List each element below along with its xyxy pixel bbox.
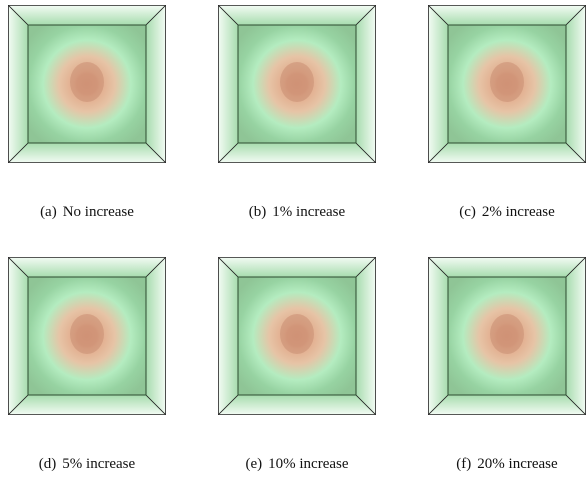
caption-label: (f) bbox=[456, 456, 471, 472]
caption-label: (c) bbox=[459, 204, 476, 220]
subfigure-caption: (e) 10% increase bbox=[197, 456, 397, 473]
subfigure-caption: (a) No increase bbox=[0, 204, 187, 221]
volume-render bbox=[8, 257, 166, 415]
caption-caption: 10% increase bbox=[268, 456, 348, 472]
volume-render bbox=[8, 5, 166, 163]
caption-caption: 20% increase bbox=[477, 456, 557, 472]
volume-render bbox=[218, 5, 376, 163]
volume-render bbox=[218, 257, 376, 415]
volume-render bbox=[428, 257, 586, 415]
caption-caption: 1% increase bbox=[272, 204, 345, 220]
volume-render bbox=[428, 5, 586, 163]
figure: (a) No increase bbox=[0, 0, 586, 478]
caption-label: (e) bbox=[245, 456, 262, 472]
subfigure-caption: (c) 2% increase bbox=[407, 204, 586, 221]
caption-label: (b) bbox=[249, 204, 267, 220]
subfigure-caption: (d) 5% increase bbox=[0, 456, 187, 473]
caption-label: (a) bbox=[40, 204, 57, 220]
subfigure-caption: (f) 20% increase bbox=[407, 456, 586, 473]
subfigure-caption: (b) 1% increase bbox=[197, 204, 397, 221]
caption-caption: No increase bbox=[63, 204, 134, 220]
caption-caption: 2% increase bbox=[482, 204, 555, 220]
caption-caption: 5% increase bbox=[62, 456, 135, 472]
caption-label: (d) bbox=[39, 456, 57, 472]
